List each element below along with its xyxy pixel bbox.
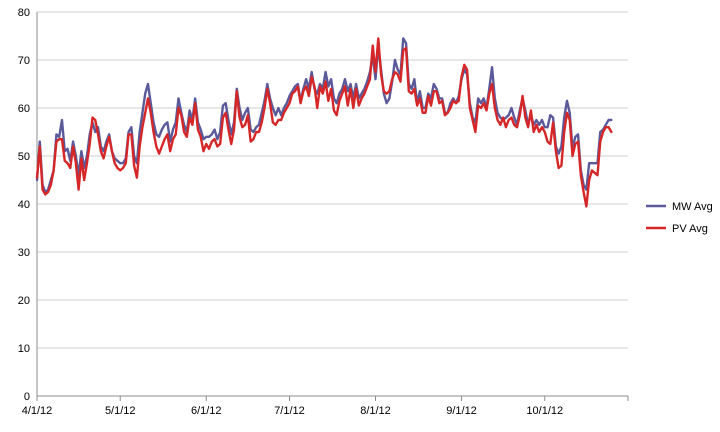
x-tick-label: 8/1/12 xyxy=(360,405,391,417)
y-tick-label: 80 xyxy=(18,7,30,19)
y-tick-label: 70 xyxy=(18,55,30,67)
y-tick-label: 20 xyxy=(18,295,30,307)
x-tick-label: 9/1/12 xyxy=(446,405,477,417)
y-tick-label: 10 xyxy=(18,343,30,355)
x-tick-label: 7/1/12 xyxy=(274,405,305,417)
y-tick-label: 0 xyxy=(24,391,30,403)
legend-label: MW Avg xyxy=(672,201,713,213)
y-tick-label: 50 xyxy=(18,151,30,163)
y-tick-label: 60 xyxy=(18,103,30,115)
y-tick-label: 40 xyxy=(18,199,30,211)
x-tick-label: 5/1/12 xyxy=(105,405,136,417)
x-tick-label: 10/1/12 xyxy=(526,405,563,417)
y-tick-label: 30 xyxy=(18,247,30,259)
legend-label: PV Avg xyxy=(672,223,708,235)
x-tick-label: 4/1/12 xyxy=(22,405,53,417)
x-tick-label: 6/1/12 xyxy=(191,405,222,417)
series-line-pv-avg xyxy=(35,37,613,208)
